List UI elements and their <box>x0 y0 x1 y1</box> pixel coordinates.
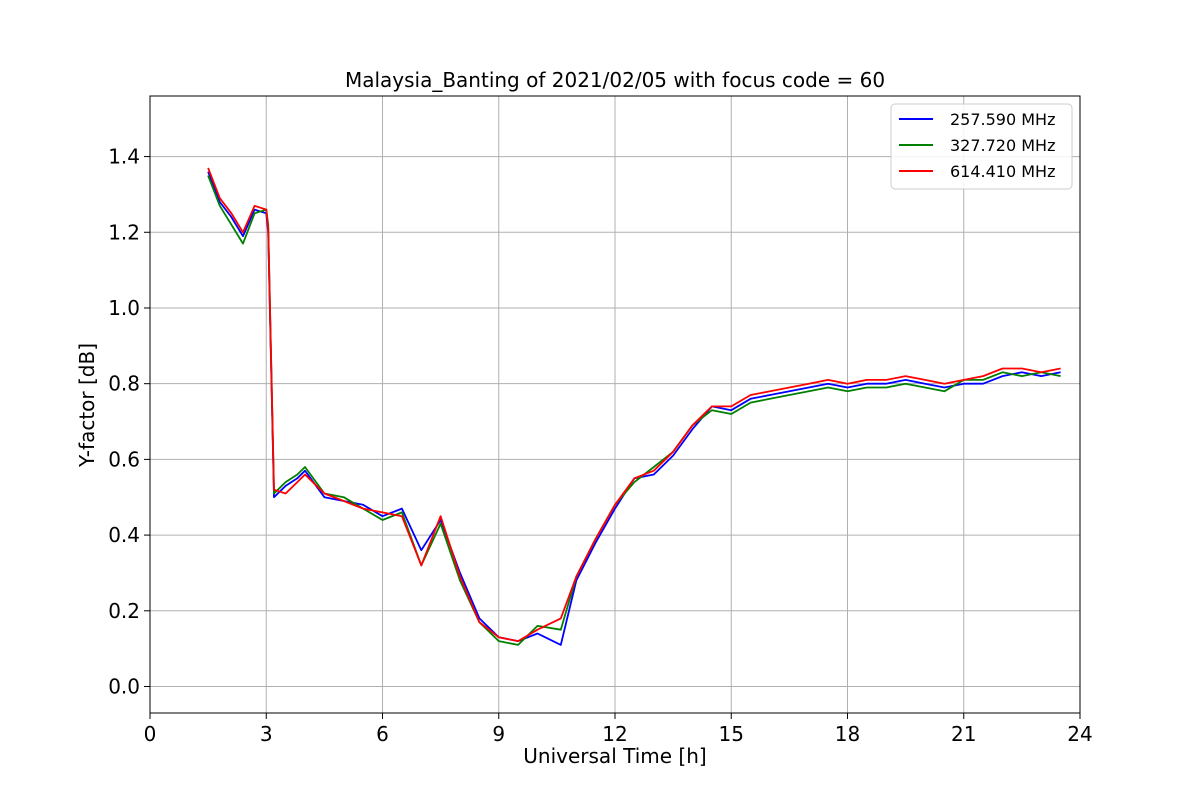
legend-label-257-590-mhz: 257.590 MHz <box>950 110 1055 129</box>
x-tick-label: 9 <box>492 722 505 746</box>
y-tick-label: 1.2 <box>108 220 140 244</box>
y-tick-label: 0.4 <box>108 523 140 547</box>
y-tick-label: 0.0 <box>108 675 140 699</box>
y-tick-label: 1.0 <box>108 296 140 320</box>
y-axis-label: Y-factor [dB] <box>75 343 99 468</box>
legend-box <box>890 103 1073 190</box>
legend-label-327-720-mhz: 327.720 MHz <box>950 136 1055 155</box>
series-line-257-590-mhz <box>207 171 1061 646</box>
legend: 257.590 MHz 327.720 MHz 614.410 MHz <box>890 103 1073 190</box>
legend-label-614-410-mhz: 614.410 MHz <box>950 162 1055 181</box>
x-tick-label: 6 <box>376 722 389 746</box>
series-line-614-410-mhz <box>207 167 1061 642</box>
y-tick-label: 1.4 <box>108 145 140 169</box>
plot-area <box>207 167 1061 646</box>
x-tick-label: 12 <box>602 722 627 746</box>
y-tick-label: 0.6 <box>108 447 140 471</box>
y-tick-label: 0.2 <box>108 599 140 623</box>
x-tick-label: 21 <box>951 722 976 746</box>
x-tick-label: 18 <box>835 722 860 746</box>
x-axis-label: Universal Time [h] <box>523 744 706 768</box>
y-tick-label: 0.8 <box>108 372 140 396</box>
x-tick-label: 0 <box>144 722 157 746</box>
chart-title: Malaysia_Banting of 2021/02/05 with focu… <box>345 68 885 92</box>
x-tick-label: 24 <box>1067 722 1092 746</box>
x-tick-label: 15 <box>719 722 744 746</box>
axis-ticks: 0 3 6 9 12 15 18 21 24 0.0 0.2 0.4 0.6 0.8 1.0 1.2 1.4 <box>108 145 1093 746</box>
x-tick-label: 3 <box>260 722 273 746</box>
